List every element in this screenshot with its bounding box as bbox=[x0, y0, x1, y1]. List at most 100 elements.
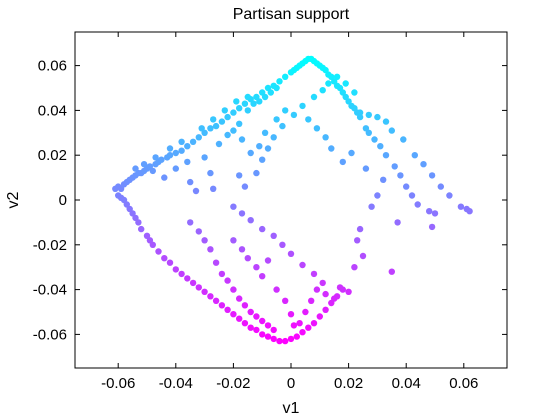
data-point-235 bbox=[233, 98, 240, 105]
data-point-194 bbox=[230, 237, 237, 244]
data-point-134 bbox=[224, 131, 231, 139]
data-point-28 bbox=[230, 109, 237, 116]
y-tick-label-2: -0.02 bbox=[33, 237, 67, 254]
data-point-115 bbox=[293, 333, 300, 340]
data-point-242 bbox=[140, 161, 148, 168]
data-point-101 bbox=[212, 297, 220, 304]
data-point-25 bbox=[212, 122, 220, 130]
data-point-151 bbox=[230, 286, 237, 293]
data-point-220 bbox=[287, 250, 295, 257]
data-point-154 bbox=[247, 308, 254, 316]
x-tick-label-1: -0.04 bbox=[159, 375, 193, 392]
data-point-228 bbox=[388, 127, 395, 134]
data-point-128 bbox=[187, 178, 194, 186]
data-point-118 bbox=[310, 320, 318, 327]
plot-area bbox=[74, 31, 508, 369]
data-point-94 bbox=[172, 266, 179, 273]
data-point-145 bbox=[195, 228, 202, 235]
data-point-177 bbox=[362, 165, 370, 172]
data-point-18 bbox=[172, 149, 179, 157]
data-point-24 bbox=[207, 125, 214, 132]
data-point-158 bbox=[270, 326, 277, 334]
data-point-107 bbox=[247, 324, 254, 331]
data-point-171 bbox=[354, 237, 361, 244]
data-point-209 bbox=[305, 116, 312, 123]
data-point-147 bbox=[207, 246, 214, 253]
data-point-132 bbox=[210, 185, 217, 192]
data-point-105 bbox=[236, 315, 243, 322]
data-point-159 bbox=[296, 320, 303, 327]
data-point-224 bbox=[356, 109, 364, 116]
data-point-230 bbox=[411, 152, 418, 159]
data-point-157 bbox=[264, 322, 272, 329]
data-point-195 bbox=[238, 246, 246, 253]
data-point-169 bbox=[388, 268, 395, 275]
data-point-15 bbox=[158, 156, 165, 163]
data-point-78 bbox=[466, 208, 473, 215]
data-point-99 bbox=[201, 288, 208, 295]
data-point-98 bbox=[195, 284, 202, 291]
data-point-133 bbox=[215, 140, 223, 148]
data-point-189 bbox=[319, 87, 326, 94]
data-point-176 bbox=[380, 176, 387, 183]
data-point-71 bbox=[408, 192, 416, 199]
data-point-203 bbox=[290, 322, 298, 329]
data-point-104 bbox=[230, 311, 237, 318]
data-point-217 bbox=[259, 225, 266, 233]
data-point-156 bbox=[259, 317, 266, 325]
data-point-144 bbox=[187, 219, 194, 226]
data-point-216 bbox=[247, 217, 254, 224]
data-point-109 bbox=[259, 331, 266, 338]
data-point-214 bbox=[230, 203, 237, 210]
data-point-192 bbox=[342, 80, 349, 87]
data-point-27 bbox=[224, 113, 231, 121]
y-tick-label-6: 0.06 bbox=[38, 58, 67, 75]
data-point-22 bbox=[195, 134, 202, 141]
data-point-202 bbox=[287, 311, 295, 318]
data-point-229 bbox=[400, 136, 407, 143]
data-point-225 bbox=[365, 111, 372, 119]
data-point-62 bbox=[356, 113, 364, 121]
data-point-120 bbox=[322, 306, 329, 313]
data-point-20 bbox=[184, 143, 191, 150]
axis-ticks: -0.06 -0.04 -0.02 0 0.02 0.04 0.06 -0.06 -0.04 -0… bbox=[33, 32, 507, 392]
data-point-86 bbox=[135, 219, 142, 226]
data-point-204 bbox=[247, 149, 254, 157]
y-tick-label-1: -0.04 bbox=[33, 282, 67, 299]
data-point-226 bbox=[374, 113, 381, 121]
y-axis-label: v2 bbox=[5, 191, 22, 208]
data-point-68 bbox=[391, 163, 398, 170]
data-point-117 bbox=[305, 324, 312, 331]
data-point-72 bbox=[414, 201, 421, 208]
data-point-174 bbox=[368, 203, 375, 210]
chart-title: Partisan support bbox=[233, 6, 350, 23]
data-point-130 bbox=[201, 154, 208, 161]
data-point-238 bbox=[198, 125, 205, 132]
data-point-163 bbox=[322, 290, 329, 298]
y-tick-label-3: 0 bbox=[59, 192, 67, 209]
y-tick-label-5: 0.04 bbox=[38, 102, 67, 119]
data-point-138 bbox=[244, 107, 251, 114]
data-point-143 bbox=[273, 84, 280, 92]
data-point-136 bbox=[236, 120, 243, 128]
data-point-64 bbox=[365, 129, 372, 136]
data-point-95 bbox=[178, 270, 185, 278]
x-tick-label-3: 0 bbox=[287, 375, 295, 392]
data-point-26 bbox=[218, 118, 226, 125]
data-point-74 bbox=[431, 210, 439, 217]
y-tick-label-0: -0.06 bbox=[33, 326, 67, 343]
data-point-173 bbox=[428, 223, 436, 231]
data-point-191 bbox=[333, 73, 341, 81]
data-point-37 bbox=[282, 73, 289, 81]
data-point-135 bbox=[230, 127, 237, 134]
data-point-73 bbox=[426, 208, 433, 215]
data-point-116 bbox=[299, 329, 306, 336]
data-point-178 bbox=[348, 149, 355, 157]
data-point-164 bbox=[331, 295, 338, 302]
data-point-149 bbox=[218, 270, 226, 278]
data-point-237 bbox=[210, 116, 217, 123]
data-point-162 bbox=[313, 286, 321, 293]
data-point-108 bbox=[253, 326, 260, 334]
data-point-236 bbox=[221, 107, 228, 114]
